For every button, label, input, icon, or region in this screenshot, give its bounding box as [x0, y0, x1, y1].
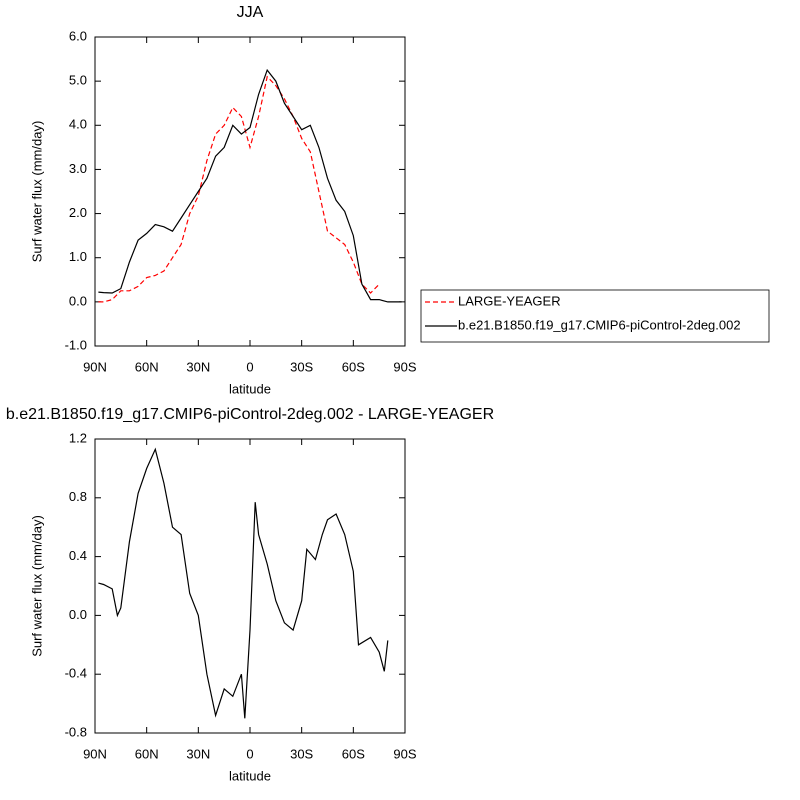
y-tick-label: -0.8	[65, 724, 87, 739]
legend-box	[420, 289, 770, 343]
x-tick-label: 90N	[83, 359, 107, 374]
data-line	[98, 75, 380, 303]
y-tick-label: 5.0	[69, 73, 87, 88]
plot-frame	[94, 36, 406, 347]
y-axis-label: Surf water flux (mm/day)	[29, 121, 44, 263]
x-tick-label: 60S	[342, 746, 365, 761]
y-tick-label: -0.4	[65, 666, 87, 681]
data-line	[98, 447, 389, 719]
y-tick-label: 0.4	[69, 548, 87, 563]
y-tick-label: 2.0	[69, 205, 87, 220]
x-tick-label: 30S	[290, 746, 313, 761]
x-tick-label: 0	[246, 746, 253, 761]
y-tick-label: 0.8	[69, 489, 87, 504]
y-tick-label: 1.0	[69, 249, 87, 264]
x-tick-label: 60N	[135, 746, 159, 761]
y-axis-label: Surf water flux (mm/day)	[29, 515, 44, 657]
x-tick-label: 30N	[186, 359, 210, 374]
y-tick-label: 1.2	[69, 430, 87, 445]
x-tick-label: 90S	[393, 359, 416, 374]
x-tick-label: 90N	[83, 746, 107, 761]
x-tick-label: 30S	[290, 359, 313, 374]
x-axis-label: latitude	[229, 768, 271, 783]
legend-label: b.e21.B1850.f19_g17.CMIP6-piControl-2deg…	[458, 317, 741, 332]
y-tick-label: 4.0	[69, 117, 87, 132]
y-tick-label: 6.0	[69, 28, 87, 43]
x-tick-label: 30N	[186, 746, 210, 761]
x-tick-label: 60N	[135, 359, 159, 374]
y-tick-label: 0.0	[69, 293, 87, 308]
x-tick-label: 90S	[393, 746, 416, 761]
chart-title: b.e21.B1850.f19_g17.CMIP6-piControl-2deg…	[6, 406, 494, 423]
y-tick-label: 0.0	[69, 607, 87, 622]
x-tick-label: 0	[246, 359, 253, 374]
x-axis-label: latitude	[229, 381, 271, 396]
x-tick-label: 60S	[342, 359, 365, 374]
chart-title: JJA	[237, 4, 264, 21]
y-tick-label: -1.0	[65, 337, 87, 352]
y-tick-label: 3.0	[69, 161, 87, 176]
data-line	[98, 68, 402, 303]
legend-label: LARGE-YEAGER	[458, 293, 561, 308]
